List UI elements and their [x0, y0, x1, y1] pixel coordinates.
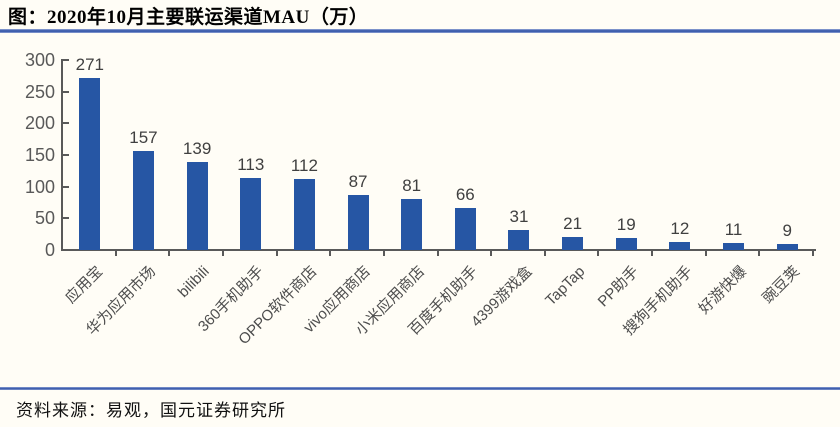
- y-axis-line: [61, 59, 63, 251]
- x-axis-tick: [597, 251, 600, 256]
- x-axis-tick: [543, 251, 546, 256]
- bar: [132, 150, 154, 250]
- bar-value-label: 81: [402, 175, 422, 195]
- y-axis-tick: [63, 90, 69, 93]
- bar-value-label: 11: [724, 220, 743, 240]
- x-axis-tick: [275, 251, 278, 256]
- source-note: 资料来源：易观，国元证券研究所: [16, 401, 286, 420]
- x-axis-tick: [758, 251, 761, 256]
- y-axis-label: 300: [24, 50, 55, 70]
- y-axis-label: 50: [34, 208, 55, 229]
- top-divider: [0, 29, 840, 33]
- y-axis-tick: [63, 185, 69, 188]
- y-axis-tick: [63, 59, 69, 61]
- x-axis-tick: [329, 251, 332, 256]
- y-axis-tick: [63, 122, 69, 125]
- chart-title: 图：2020年10月主要联运渠道MAU（万）: [8, 7, 369, 28]
- bar-value-label: 113: [237, 155, 265, 175]
- bar-value-label: 112: [290, 156, 318, 176]
- bar-value-label: 139: [182, 138, 212, 158]
- bar: [401, 198, 423, 250]
- bar: [562, 236, 584, 250]
- bar: [293, 179, 315, 250]
- x-axis-tick: [114, 251, 117, 256]
- y-axis-tick: [63, 217, 69, 220]
- x-axis-tick: [436, 251, 439, 256]
- bottom-divider: [0, 387, 840, 390]
- x-axis-tick: [651, 251, 654, 256]
- x-axis-tick: [382, 251, 385, 256]
- bar: [240, 178, 262, 250]
- y-axis-tick: [63, 154, 69, 156]
- bar: [186, 161, 208, 250]
- bar-value-label: 12: [670, 219, 690, 239]
- bar: [347, 194, 369, 250]
- bar-value-label: 9: [782, 221, 792, 241]
- bar-value-label: 66: [455, 185, 475, 205]
- bar: [776, 244, 798, 250]
- bar: [723, 243, 745, 250]
- bar-value-label: 21: [563, 213, 583, 233]
- bar: [454, 208, 476, 250]
- bar-value-label: 87: [348, 171, 368, 191]
- bar: [615, 237, 637, 250]
- category-label: bilibili: [175, 263, 214, 301]
- x-axis-tick: [168, 251, 171, 256]
- y-axis-label: 250: [24, 81, 55, 102]
- bar-value-label: 19: [616, 214, 636, 234]
- category-label: 好游快爆: [695, 263, 750, 318]
- y-axis-label: 100: [24, 176, 55, 197]
- y-axis-label: 150: [24, 145, 55, 165]
- x-axis-tick: [221, 251, 224, 256]
- y-axis-label: 0: [44, 240, 55, 260]
- category-label: TapTap: [542, 263, 589, 310]
- bar: [79, 78, 101, 250]
- bar-value-label: 31: [509, 207, 529, 227]
- x-axis-tick: [812, 251, 814, 256]
- category-label: 豌豆荚: [759, 263, 804, 307]
- category-label: PP助手: [594, 263, 643, 311]
- bar: [508, 230, 530, 250]
- x-axis-tick: [490, 251, 493, 256]
- bar: [669, 242, 691, 250]
- bar-value-label: 157: [129, 127, 158, 147]
- bar-value-label: 271: [75, 55, 104, 75]
- y-axis-label: 200: [24, 113, 55, 134]
- category-label: 应用宝: [61, 263, 106, 307]
- x-axis-line: [61, 249, 816, 251]
- x-axis-tick: [704, 251, 707, 256]
